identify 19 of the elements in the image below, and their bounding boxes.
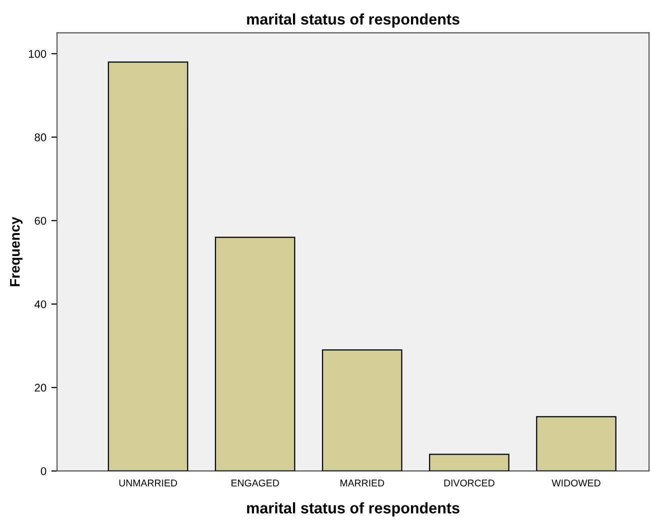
bar [214, 236, 296, 471]
x-tick-label: DIVORCED [444, 480, 494, 486]
y-tick-label: 0 [40, 467, 46, 476]
y-tick-label: 80 [34, 133, 46, 142]
bar [429, 454, 510, 471]
x-axis-title: marital status of respondents [247, 502, 460, 517]
bar [536, 416, 616, 471]
y-tick-label: 100 [28, 50, 46, 58]
x-tick-label: WIDOWED [552, 480, 600, 486]
chart-title: marital status of respondents [247, 13, 460, 28]
bar [108, 61, 188, 471]
x-tick-label: UNMARRIED [119, 480, 177, 486]
y-tick-label: 40 [34, 300, 46, 308]
y-tick-label: 20 [34, 384, 46, 392]
y-axis-title: Frequency [10, 216, 23, 286]
bar [322, 349, 402, 471]
x-tick-label: ENGAGED [232, 480, 279, 486]
y-tick-label: 60 [34, 216, 46, 225]
x-tick-label: MARRIED [340, 480, 384, 486]
